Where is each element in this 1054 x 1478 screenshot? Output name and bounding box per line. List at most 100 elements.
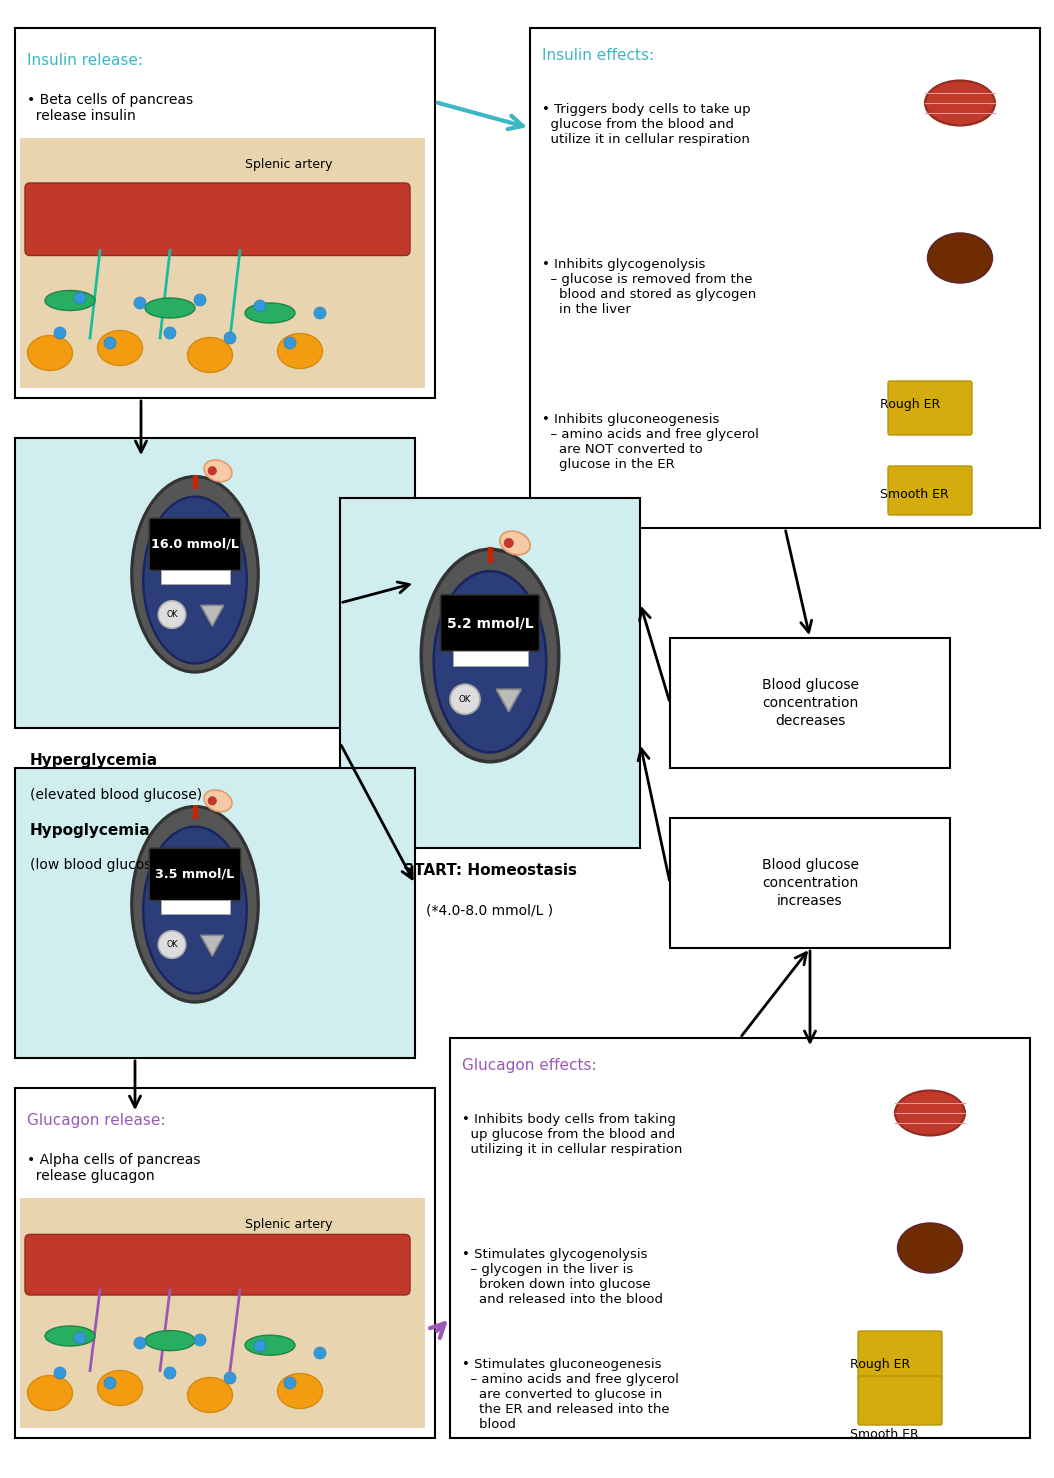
Ellipse shape [500, 531, 530, 554]
FancyBboxPatch shape [670, 638, 950, 769]
Text: • Inhibits glycogenolysis
  – glucose is removed from the
    blood and stored a: • Inhibits glycogenolysis – glucose is r… [542, 259, 757, 316]
Circle shape [164, 1367, 176, 1379]
FancyBboxPatch shape [150, 519, 240, 571]
Ellipse shape [422, 550, 559, 761]
Ellipse shape [434, 571, 546, 752]
FancyBboxPatch shape [452, 650, 527, 665]
FancyBboxPatch shape [889, 381, 972, 435]
Circle shape [254, 1341, 266, 1352]
Ellipse shape [143, 497, 247, 664]
Ellipse shape [98, 1370, 142, 1406]
Circle shape [74, 1332, 86, 1344]
FancyBboxPatch shape [150, 848, 240, 900]
Ellipse shape [245, 1335, 295, 1355]
Ellipse shape [188, 1377, 233, 1413]
Circle shape [314, 1346, 326, 1358]
Text: Blood glucose
concentration
decreases: Blood glucose concentration decreases [761, 677, 859, 729]
FancyBboxPatch shape [20, 1199, 425, 1428]
Ellipse shape [143, 826, 247, 993]
Text: Insulin release:: Insulin release: [27, 53, 143, 68]
Circle shape [284, 337, 296, 349]
Text: Insulin effects:: Insulin effects: [542, 47, 655, 64]
Circle shape [74, 293, 86, 304]
FancyBboxPatch shape [20, 137, 425, 389]
Text: Smooth ER: Smooth ER [880, 488, 949, 501]
Text: Rough ER: Rough ER [880, 398, 940, 411]
Text: • Stimulates gluconeogenesis
  – amino acids and free glycerol
    are converted: • Stimulates gluconeogenesis – amino aci… [462, 1358, 679, 1431]
Circle shape [104, 1377, 116, 1389]
FancyBboxPatch shape [858, 1332, 942, 1380]
Text: START: Homeostasis: START: Homeostasis [403, 863, 577, 878]
Circle shape [104, 337, 116, 349]
Circle shape [450, 684, 480, 714]
Text: • Inhibits body cells from taking
  up glucose from the blood and
  utilizing it: • Inhibits body cells from taking up glu… [462, 1113, 682, 1156]
Ellipse shape [27, 1376, 73, 1410]
Circle shape [225, 1372, 236, 1383]
Text: OK: OK [458, 695, 471, 704]
Ellipse shape [204, 789, 232, 811]
Text: • Stimulates glycogenolysis
  – glycogen in the liver is
    broken down into gl: • Stimulates glycogenolysis – glycogen i… [462, 1247, 663, 1307]
Circle shape [194, 294, 206, 306]
Ellipse shape [132, 476, 258, 672]
Text: (low blood glucose): (low blood glucose) [30, 859, 165, 872]
Text: Glucagon effects:: Glucagon effects: [462, 1058, 597, 1073]
Text: • Triggers body cells to take up
  glucose from the blood and
  utilize it in ce: • Triggers body cells to take up glucose… [542, 103, 750, 146]
Ellipse shape [204, 460, 232, 482]
Polygon shape [496, 689, 522, 712]
Ellipse shape [277, 1373, 323, 1409]
FancyBboxPatch shape [15, 769, 415, 1058]
Ellipse shape [45, 1326, 95, 1346]
Circle shape [208, 797, 217, 806]
FancyBboxPatch shape [450, 1038, 1030, 1438]
Ellipse shape [45, 291, 95, 310]
Text: 16.0 mmol/L: 16.0 mmol/L [151, 538, 239, 551]
Ellipse shape [277, 334, 323, 368]
Circle shape [208, 466, 217, 476]
Polygon shape [200, 606, 223, 627]
FancyBboxPatch shape [670, 817, 950, 947]
Text: • Inhibits gluconeogenesis
  – amino acids and free glycerol
    are NOT convert: • Inhibits gluconeogenesis – amino acids… [542, 412, 759, 471]
Text: Hypoglycemia: Hypoglycemia [30, 823, 151, 838]
Ellipse shape [928, 234, 993, 282]
FancyBboxPatch shape [15, 1088, 435, 1438]
Ellipse shape [27, 336, 73, 371]
Circle shape [284, 1377, 296, 1389]
Text: OK: OK [167, 940, 178, 949]
Circle shape [134, 297, 147, 309]
Ellipse shape [145, 299, 195, 318]
FancyBboxPatch shape [441, 594, 540, 652]
Text: Splenic artery: Splenic artery [245, 158, 332, 171]
Circle shape [225, 333, 236, 344]
Ellipse shape [188, 337, 233, 372]
Circle shape [54, 327, 66, 338]
Ellipse shape [898, 1222, 962, 1273]
FancyBboxPatch shape [858, 1376, 942, 1425]
FancyBboxPatch shape [25, 183, 410, 256]
FancyBboxPatch shape [530, 28, 1040, 528]
Text: Glucagon release:: Glucagon release: [27, 1113, 165, 1128]
Circle shape [158, 931, 186, 958]
Text: Splenic artery: Splenic artery [245, 1218, 332, 1231]
Ellipse shape [245, 303, 295, 324]
FancyBboxPatch shape [160, 900, 230, 913]
FancyBboxPatch shape [340, 498, 640, 848]
Circle shape [158, 600, 186, 628]
Ellipse shape [132, 807, 258, 1002]
Text: 5.2 mmol/L: 5.2 mmol/L [447, 616, 533, 630]
Ellipse shape [895, 1091, 965, 1135]
Circle shape [504, 538, 513, 548]
FancyBboxPatch shape [160, 569, 230, 584]
FancyBboxPatch shape [15, 28, 435, 398]
Circle shape [254, 300, 266, 312]
Ellipse shape [925, 80, 995, 126]
Ellipse shape [98, 331, 142, 365]
Text: (*4.0-8.0 mmol/L ): (*4.0-8.0 mmol/L ) [427, 903, 553, 916]
Text: Rough ER: Rough ER [850, 1358, 911, 1372]
Ellipse shape [145, 1330, 195, 1351]
Text: Hyperglycemia: Hyperglycemia [30, 752, 158, 769]
Text: Smooth ER: Smooth ER [850, 1428, 919, 1441]
Text: Blood glucose
concentration
increases: Blood glucose concentration increases [761, 857, 859, 909]
Text: 3.5 mmol/L: 3.5 mmol/L [155, 868, 235, 881]
FancyBboxPatch shape [15, 437, 415, 729]
Circle shape [194, 1335, 206, 1346]
